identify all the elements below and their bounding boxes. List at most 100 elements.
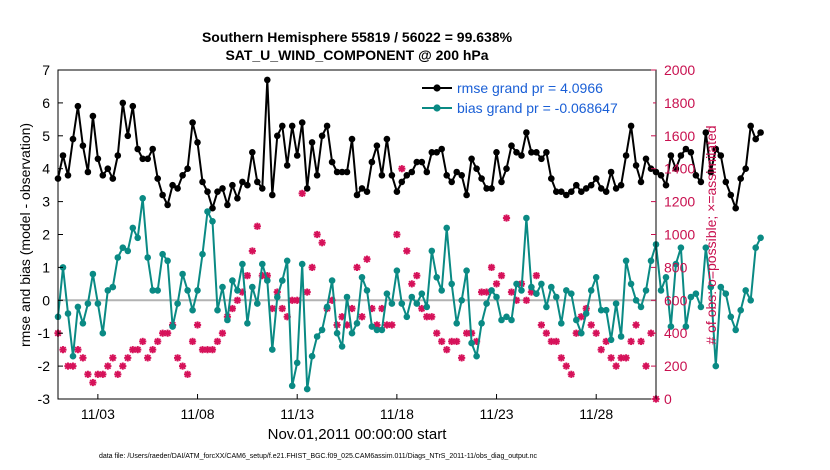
obs-count-marker (124, 354, 132, 362)
bias-point (523, 214, 530, 222)
bias-point (209, 218, 216, 225)
x-axis-label: Nov.01,2011 00:00:00 start (268, 426, 448, 443)
rmse-point (348, 135, 356, 143)
bias-point (727, 313, 735, 321)
rmse-point (288, 122, 296, 130)
obs-count-marker (149, 346, 157, 354)
obs-count-marker (313, 230, 321, 239)
bias-point (717, 283, 725, 291)
obs-marker-stroke (637, 338, 645, 345)
rmse-point (124, 132, 132, 140)
obs-marker-stroke (253, 222, 261, 230)
obs-marker-stroke (94, 370, 102, 378)
rmse-point (164, 201, 171, 209)
rmse-point (308, 139, 316, 146)
rmse-point (303, 185, 311, 192)
obs-marker-stroke (74, 346, 82, 353)
rmse-point (79, 142, 87, 149)
obs-marker-stroke (597, 346, 605, 353)
obs-count-marker (79, 354, 87, 362)
rmse-point (259, 185, 266, 192)
obs-count-marker (104, 362, 112, 370)
bias-point (558, 320, 565, 327)
obs-marker-stroke (308, 264, 316, 271)
bias-point (378, 326, 386, 334)
rmse-point (478, 175, 485, 182)
obs-count-marker (218, 329, 227, 337)
obs-count-marker (69, 362, 77, 370)
rmse-point (298, 119, 306, 126)
y-tick-label: 5 (42, 128, 50, 144)
obs-marker-stroke (587, 321, 595, 329)
bias-point (692, 290, 700, 298)
bias-point (293, 359, 301, 367)
bias-point (602, 306, 610, 314)
obs-count-marker (408, 280, 416, 288)
rmse-point (363, 188, 371, 195)
bias-point (99, 329, 107, 337)
rmse-point (523, 129, 530, 136)
right-axis-ticks: 0 200 400 600 800 1000 1200 1400 1600 1800 2000 (651, 62, 695, 407)
rmse-point (423, 168, 431, 176)
bias-point (189, 306, 196, 314)
rmse-point (597, 185, 605, 192)
obs-marker-stroke (79, 354, 87, 362)
bias-point (219, 283, 226, 291)
rmse-point (328, 158, 336, 166)
rmse-point (483, 185, 490, 192)
obs-count-marker (358, 313, 366, 321)
rmse-point (274, 132, 281, 140)
obs-count-marker (318, 239, 326, 247)
obs-count-marker (89, 378, 97, 387)
bias-point (543, 303, 550, 311)
obs-count-marker (298, 189, 306, 197)
obs-count-marker (612, 362, 620, 370)
bias-point (548, 283, 555, 291)
obs-count-marker (114, 370, 122, 378)
obs-marker-stroke (288, 296, 296, 304)
bias-point (174, 300, 181, 307)
bias-point (383, 290, 391, 298)
rmse-point (742, 165, 749, 172)
bias-point (348, 329, 356, 337)
rmse-point (662, 181, 670, 189)
bias-point (408, 293, 416, 301)
legend-rmse-marker (433, 84, 441, 92)
rmse-point (199, 178, 206, 186)
obs-marker-stroke (572, 329, 580, 337)
obs-marker-stroke (567, 370, 575, 378)
bias-point (154, 287, 161, 294)
rmse-point (114, 152, 122, 159)
obs-marker-stroke (538, 321, 545, 329)
obs-marker-stroke (413, 272, 421, 279)
obs-marker-stroke (403, 247, 411, 255)
rmse-point (438, 145, 446, 153)
bias-point (124, 247, 132, 255)
obs-count-marker (542, 329, 550, 337)
rmse-point (219, 185, 226, 192)
bias-point (563, 287, 570, 294)
obs-count-marker (497, 272, 506, 280)
rmse-point (323, 122, 331, 130)
rmse-point (558, 188, 565, 195)
rmse-point (144, 155, 151, 163)
bias-point (612, 300, 620, 307)
rmse-point (318, 132, 326, 140)
bias-point (582, 310, 590, 317)
rmse-point (169, 181, 176, 189)
legend: rmse grand pr = 4.0966 bias grand pr = -… (420, 74, 653, 120)
bias-point (249, 283, 256, 291)
rmse-point (139, 155, 146, 163)
obs-marker-stroke (124, 354, 132, 362)
footer-data-file: data file: /Users/raeder/DAI/ATM_forcXX/… (99, 453, 538, 460)
rmse-point (99, 172, 107, 179)
bias-point (89, 270, 97, 278)
obs-marker-stroke (348, 305, 356, 312)
obs-count-marker (84, 370, 92, 378)
rmse-point (458, 172, 466, 179)
bias-point (672, 260, 680, 268)
obs-count-marker (627, 337, 635, 346)
bias-point (478, 320, 485, 327)
rmse-point (617, 181, 625, 189)
